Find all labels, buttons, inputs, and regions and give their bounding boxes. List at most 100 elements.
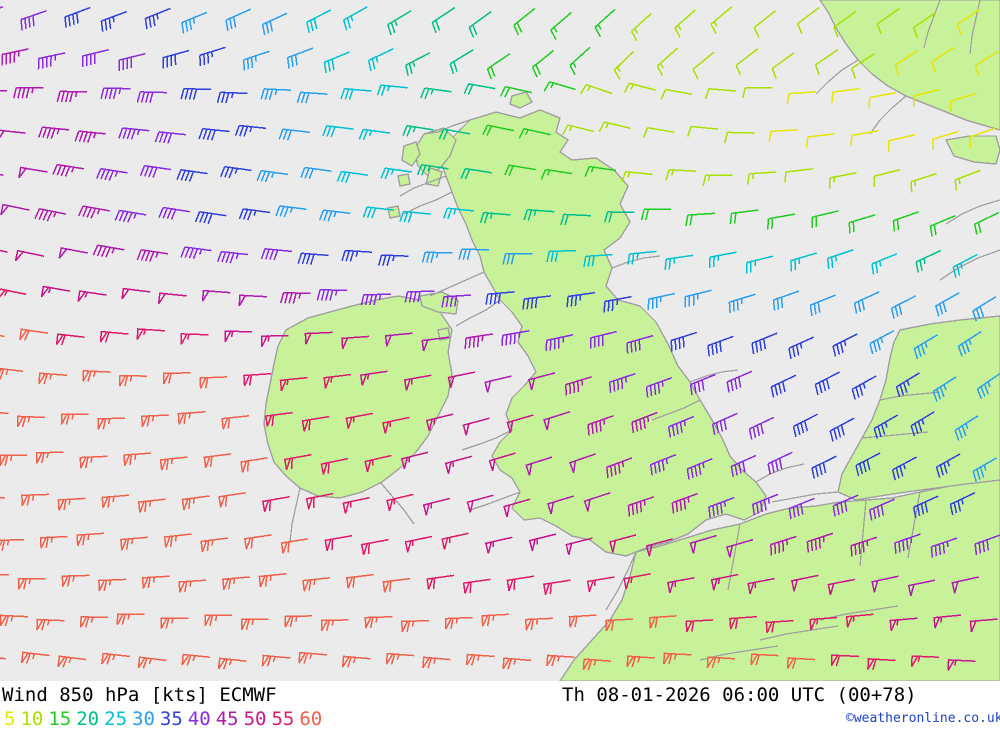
wind-barb <box>441 532 469 550</box>
copyright-label: ©weatheronline.co.uk <box>846 711 1000 726</box>
wind-barb <box>910 411 935 437</box>
wind-barb <box>136 328 165 340</box>
wind-barb <box>791 574 819 592</box>
wind-barb <box>848 214 876 234</box>
chart-title: Wind 850 hPa [kts] ECMWF <box>2 684 277 706</box>
wind-barb <box>626 655 655 668</box>
landmass-13 <box>387 205 401 219</box>
wind-barb <box>18 166 48 179</box>
wind-barb <box>811 455 837 479</box>
valid-time-label: Th 08-01-2026 06:00 UTC (00+78) <box>562 684 917 706</box>
wind-barb <box>604 211 635 223</box>
wind-barb <box>767 451 793 475</box>
wind-barb <box>827 578 856 596</box>
wind-barb <box>750 653 779 666</box>
wind-barb <box>613 50 635 80</box>
wind-barb <box>275 205 307 218</box>
wind-barb <box>118 127 150 140</box>
wind-barb <box>0 129 26 139</box>
wind-barb <box>568 614 597 628</box>
wind-barb <box>460 167 493 180</box>
wind-barb <box>711 412 738 436</box>
wind-barb <box>260 334 289 348</box>
wind-barb <box>422 656 451 669</box>
wind-barb <box>547 495 575 515</box>
wind-barb <box>626 334 654 354</box>
coast-detail-8 <box>605 551 637 611</box>
wind-barb <box>114 209 147 223</box>
wind-barb <box>609 534 637 553</box>
wind-barb <box>503 498 531 517</box>
wind-barb <box>98 578 126 592</box>
wind-barb <box>674 9 696 38</box>
wind-barb <box>176 169 208 182</box>
wind-barb <box>833 10 857 38</box>
wind-barb <box>260 248 292 261</box>
wind-barb <box>869 498 895 521</box>
wind-barb <box>850 53 875 79</box>
wind-barb <box>159 456 188 471</box>
wind-barb <box>735 48 759 76</box>
wind-barb <box>0 657 7 660</box>
wind-barb <box>346 573 374 589</box>
wind-barb <box>13 86 44 99</box>
wind-barb <box>974 534 1000 555</box>
wind-barb <box>99 330 129 343</box>
wind-barb <box>786 657 816 670</box>
wind-barb <box>426 574 455 590</box>
wind-barb <box>648 615 677 629</box>
wind-barb <box>479 211 511 224</box>
wind-barb <box>788 497 815 520</box>
wind-barb <box>157 292 187 305</box>
wind-barb <box>336 170 369 183</box>
wind-barb <box>136 249 169 262</box>
wind-barb <box>702 174 733 187</box>
wind-barb <box>723 131 755 143</box>
wind-barb <box>649 454 677 476</box>
wind-barb <box>402 124 434 137</box>
wind-barb <box>296 91 328 104</box>
wind-barb <box>240 457 268 473</box>
landmass-12 <box>397 173 411 187</box>
wind-barb <box>969 618 998 633</box>
wind-barb <box>747 577 775 595</box>
wind-barb <box>545 334 574 352</box>
wind-barb <box>523 208 555 221</box>
wind-barb <box>137 656 167 669</box>
wind-barb <box>318 209 351 222</box>
wind-barb <box>660 88 693 100</box>
wind-barb <box>367 48 394 72</box>
wind-barb <box>360 293 391 306</box>
wind-barb <box>200 537 228 553</box>
map-canvas[interactable] <box>0 0 1000 681</box>
wind-barb <box>502 657 531 670</box>
wind-barb <box>118 52 146 71</box>
wind-barb <box>404 290 435 303</box>
wind-barb <box>401 619 429 633</box>
wind-barb <box>528 372 556 391</box>
wind-barb <box>121 287 151 300</box>
wind-barb <box>850 536 878 557</box>
wind-barb <box>144 7 171 30</box>
wind-barb <box>894 533 921 554</box>
wind-barb <box>692 51 715 80</box>
wind-barb <box>82 370 111 382</box>
wind-barb <box>706 656 736 669</box>
wind-barb <box>181 495 210 511</box>
wind-barb <box>550 11 572 40</box>
wind-barb <box>79 455 108 469</box>
wind-barb <box>543 81 576 92</box>
wind-barb <box>77 290 107 302</box>
wind-barb <box>342 6 368 31</box>
wind-barb <box>930 537 958 558</box>
wind-barb <box>14 249 45 262</box>
wind-barb <box>667 415 694 438</box>
wind-barb <box>216 250 249 264</box>
wind-barb <box>814 371 840 396</box>
wind-barb <box>55 333 85 346</box>
wind-barb <box>360 538 389 556</box>
wind-barb <box>704 88 736 100</box>
coast-detail-16 <box>945 199 1000 225</box>
wind-barb <box>261 654 291 667</box>
wind-barb <box>630 12 653 42</box>
